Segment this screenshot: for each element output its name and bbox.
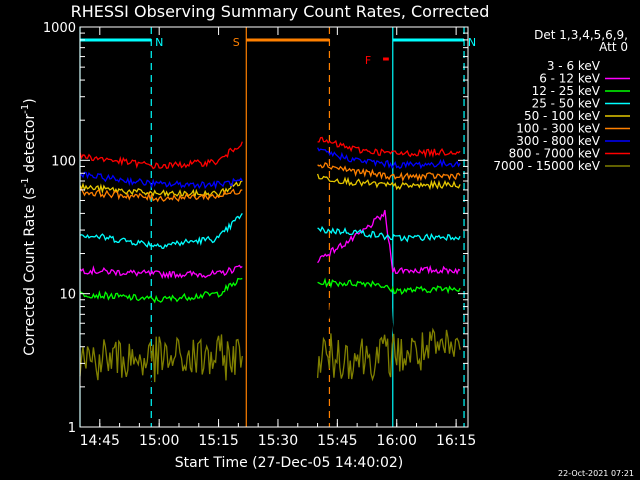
series-line	[79, 171, 243, 190]
series-line	[316, 173, 461, 191]
series-line	[317, 162, 461, 183]
series-line	[79, 141, 243, 170]
series-line	[317, 147, 461, 170]
series-line	[79, 277, 243, 304]
x-axis-label: Start Time (27-Dec-05 14:40:02)	[175, 455, 403, 471]
flag-label: S	[233, 36, 240, 49]
x-tick-label: 15:30	[258, 433, 298, 449]
y-tick-label: 1000	[43, 21, 76, 36]
x-tick-label: 16:00	[377, 433, 417, 449]
legend-label: 300 - 800 keV	[516, 134, 600, 148]
y-axis-label-part: detector	[22, 114, 38, 178]
flag-label: F	[365, 54, 371, 67]
legend-label: 6 - 12 keV	[539, 72, 601, 86]
y-tick-label: 1	[68, 421, 76, 436]
legend-label: 50 - 100 keV	[524, 109, 601, 123]
y-axis-label-sup: -1	[20, 104, 31, 114]
x-tick-label: 14:45	[80, 433, 120, 449]
legend-label: 25 - 50 keV	[532, 97, 601, 111]
y-axis-label-part: Corrected Count Rate (s	[22, 187, 38, 355]
legend-label: 12 - 25 keV	[532, 84, 601, 98]
series-line	[317, 228, 461, 396]
series-line	[316, 327, 461, 382]
flag-label: N	[155, 36, 163, 49]
legend-label: 3 - 6 keV	[547, 59, 601, 73]
x-tick-label: 15:45	[317, 433, 357, 449]
y-tick-label: 10	[59, 288, 76, 303]
y-axis-label-sup: -1	[20, 177, 31, 187]
series-line	[317, 277, 461, 296]
series-line	[317, 136, 461, 159]
series-line	[79, 188, 243, 203]
legend-label: 7000 - 15000 keV	[493, 159, 600, 173]
series-line	[317, 225, 461, 243]
series-line	[79, 264, 243, 280]
x-tick-label: 16:15	[436, 433, 476, 449]
series-layer	[79, 136, 461, 404]
y-axis-label-part: )	[22, 98, 38, 103]
series-line	[79, 180, 243, 199]
legend-label: 100 - 300 keV	[516, 122, 600, 136]
y-tick-label: 100	[51, 154, 76, 169]
legend-label: 800 - 7000 keV	[509, 147, 601, 161]
legend-title: Det 1,3,4,5,6,9,	[534, 28, 628, 42]
timestamp: 22-Oct-2021 07:21	[558, 469, 634, 478]
series-line	[317, 209, 461, 275]
flag-label: N	[468, 36, 476, 49]
axis-layer: 14:45 15:00 15:15 15:30 15:45 16:00 16:15 1 10 10…	[43, 21, 476, 449]
series-line	[79, 213, 243, 249]
x-tick-label: 15:00	[139, 433, 179, 449]
chart-title: RHESSI Observing Summary Count Rates, Co…	[71, 2, 490, 21]
flag-layer: N N S F	[79, 27, 476, 427]
y-axis-label: Corrected Count Rate (s-1 detector-1)	[20, 98, 38, 355]
x-tick-label: 15:15	[198, 433, 238, 449]
plot-frame	[79, 26, 469, 428]
legend-subtitle: Att 0	[599, 40, 628, 54]
series-line	[79, 334, 243, 383]
